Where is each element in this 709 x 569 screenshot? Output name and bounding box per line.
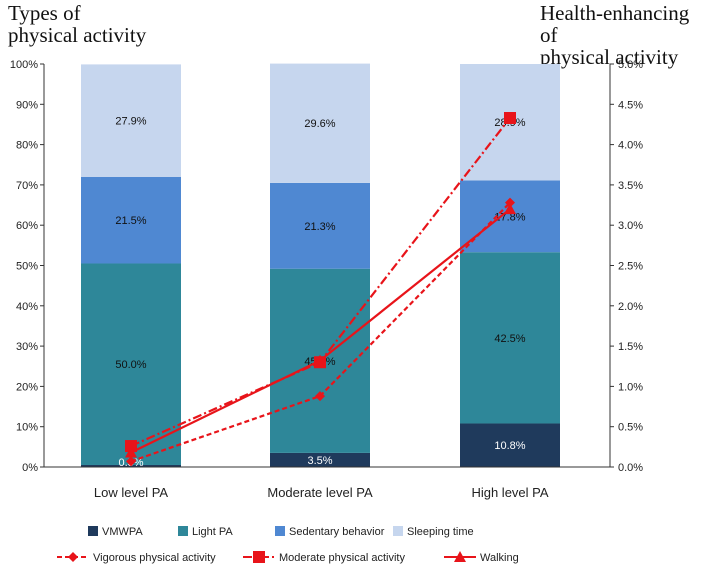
bar-sedentary-behavior-0 [81,176,181,264]
bar-data-label: 3.5% [307,455,332,467]
bar-data-label: 21.5% [115,215,146,227]
bar-data-label: 42.5% [494,333,525,345]
right-tick-label: 3.5% [618,180,643,192]
right-axis-title: Health-enhancing of physical activity [540,2,709,68]
legend-marker-moderate-physical-activity [253,551,265,563]
left-tick-label: 10% [16,422,38,434]
right-tick-label: 1.0% [618,381,643,393]
right-tick-label: 4.5% [618,99,643,111]
x-category-label: Moderate level PA [267,485,373,500]
right-tick-label: 1.5% [618,341,643,353]
bar-sleeping-time-1 [270,63,370,183]
legend-label-sleeping-time: Sleeping time [407,526,474,538]
bar-data-label: 27.9% [115,116,146,128]
bar-vmwpa-1 [270,452,370,467]
bar-data-label: 29.6% [304,118,335,130]
x-category-label: Low level PA [94,485,169,500]
legend-marker-vigorous-physical-activity [68,552,78,562]
point-walking [314,354,326,366]
x-category-label: High level PA [471,485,548,500]
left-tick-label: 40% [16,301,38,313]
right-tick-label: 2.5% [618,261,643,273]
bar-data-label: 50.0% [115,359,146,371]
bar-sedentary-behavior-1 [270,182,370,269]
point-vigorous-physical-activity [126,456,136,467]
bar-sleeping-time-0 [81,64,181,177]
bar-vmwpa-2 [460,423,560,467]
left-axis-title: Types of physical activity [8,2,146,46]
left-tick-label: 90% [16,99,38,111]
left-tick-label: 70% [16,180,38,192]
line-vigorous-physical-activity [130,201,511,463]
right-tick-label: 0.5% [618,422,643,434]
right-axis-title-line-2: physical activity [540,45,679,69]
point-moderate-physical-activity [125,440,137,453]
right-tick-label: 5.0% [618,59,643,71]
right-axis-title-line-1: Health-enhancing of [540,1,690,47]
left-axis-title-line-2: physical activity [8,23,147,47]
legend-label-walking: Walking [480,552,519,564]
left-tick-label: 80% [16,140,38,152]
bar-sedentary-behavior-2 [460,180,560,253]
right-tick-label: 0.0% [618,462,643,474]
legend-swatch-light-pa [178,526,188,536]
left-axis-title-line-1: Types of [8,1,81,25]
left-tick-label: 60% [16,220,38,232]
bar-light-pa-2 [460,252,560,424]
bar-data-label: 10.8% [494,440,525,452]
legend-swatch-sleeping-time [393,526,403,536]
point-vigorous-physical-activity [315,391,325,402]
point-walking [125,446,137,458]
right-tick-label: 4.0% [618,140,643,152]
left-tick-label: 100% [10,59,38,71]
point-vigorous-physical-activity [505,197,515,208]
left-tick-label: 50% [16,261,38,273]
legend-label-vmwpa: VMWPA [102,526,143,538]
point-moderate-physical-activity [504,112,516,125]
left-tick-label: 30% [16,341,38,353]
legend-label-light-pa: Light PA [192,526,233,538]
legend-marker-walking [454,551,466,562]
left-tick-label: 20% [16,381,38,393]
legend-swatch-vmwpa [88,526,98,536]
point-walking [504,203,516,215]
bar-data-label: 21.3% [304,221,335,233]
right-tick-label: 2.0% [618,301,643,313]
legend-label-sedentary-behavior: Sedentary behavior [289,526,385,538]
legend-label-vigorous-physical-activity: Vigorous physical activity [93,552,216,564]
left-tick-label: 0% [22,462,38,474]
legend-swatch-sedentary-behavior [275,526,285,536]
right-tick-label: 3.0% [618,220,643,232]
legend-label-moderate-physical-activity: Moderate physical activity [279,552,405,564]
